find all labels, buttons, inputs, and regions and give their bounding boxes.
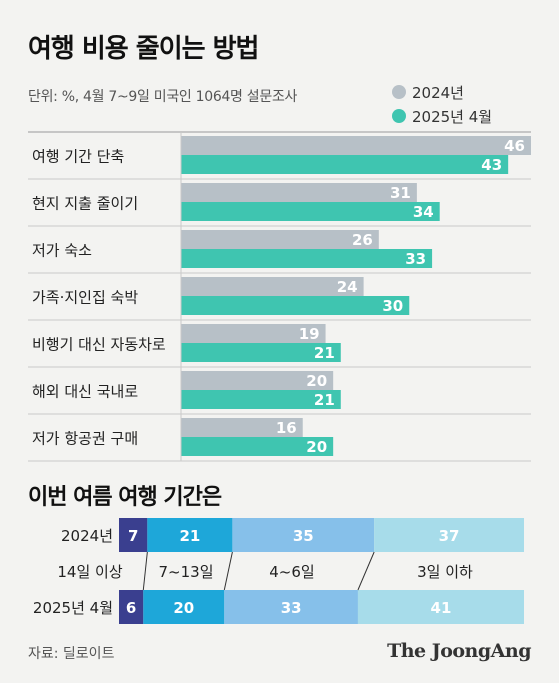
bar-value-label: 26 <box>352 231 373 249</box>
row-label: 2024년 <box>61 527 113 545</box>
segment-value-label: 20 <box>173 599 194 617</box>
bar-2025 <box>181 296 410 315</box>
bar-2025 <box>181 343 341 362</box>
bar-value-label: 46 <box>504 137 525 155</box>
legend-label-2024: 2024년 <box>412 83 464 102</box>
duration-category-label: 3일 이하 <box>417 563 473 581</box>
legend: 2024년 2025년 4월 <box>392 80 492 128</box>
legend-swatch-2024 <box>392 85 406 99</box>
stack-segment <box>374 518 524 552</box>
bar-value-label: 30 <box>382 297 403 315</box>
segment-value-label: 33 <box>281 599 302 617</box>
category-label: 저가 숙소 <box>32 242 92 260</box>
category-label: 여행 기간 단축 <box>32 148 124 166</box>
bar-value-label: 16 <box>276 419 297 437</box>
stack-segment <box>357 590 524 624</box>
bar-value-label: 43 <box>481 156 502 174</box>
duration-category-label: 14일 이상 <box>57 563 122 581</box>
segment-value-label: 35 <box>293 527 314 545</box>
stack-segment <box>119 590 144 624</box>
bar-2025 <box>181 202 440 221</box>
bar-value-label: 33 <box>405 250 426 268</box>
bar-2025 <box>181 437 334 456</box>
bar-2025 <box>181 249 433 268</box>
stack-segment <box>224 590 358 624</box>
bar-2024 <box>181 277 364 296</box>
row-label: 2025년 4월 <box>33 599 113 617</box>
category-label: 현지 지출 줄이기 <box>32 195 138 213</box>
bar-value-label: 21 <box>314 344 335 362</box>
bar-2024 <box>181 230 379 249</box>
bar-2025 <box>181 155 509 174</box>
brand-logo: The JoongAng <box>387 640 531 662</box>
stack-segment <box>232 518 375 552</box>
chart-subtitle: 단위: %, 4월 7~9일 미국인 1064명 설문조사 <box>28 89 298 105</box>
duration-category-label: 4~6일 <box>269 563 314 581</box>
stack-segment <box>119 518 148 552</box>
source-note: 자료: 딜로이트 <box>28 646 115 662</box>
bar-value-label: 20 <box>306 438 327 456</box>
bar-2024 <box>181 136 531 155</box>
category-label: 저가 항공권 구매 <box>32 430 138 448</box>
bar-2025 <box>181 390 341 409</box>
connector-line <box>223 551 233 591</box>
bar-value-label: 31 <box>390 184 411 202</box>
segment-value-label: 6 <box>126 599 136 617</box>
bar-2024 <box>181 183 417 202</box>
connector-line <box>142 551 148 591</box>
stack-segment <box>143 590 225 624</box>
legend-label-2025: 2025년 4월 <box>412 107 493 126</box>
segment-value-label: 7 <box>128 527 138 545</box>
bar-2024 <box>181 324 326 343</box>
bar-value-label: 24 <box>337 278 358 296</box>
segment-value-label: 21 <box>179 527 200 545</box>
segment-value-label: 41 <box>431 599 452 617</box>
section-title-trip-length: 이번 여름 여행 기간은 <box>28 485 222 510</box>
connector-line <box>357 551 375 591</box>
legend-swatch-2025 <box>392 109 406 123</box>
segment-value-label: 37 <box>439 527 460 545</box>
bar-value-label: 19 <box>299 325 320 343</box>
category-label: 해외 대신 국내로 <box>32 383 138 401</box>
bar-2024 <box>181 371 334 390</box>
bar-value-label: 34 <box>413 203 434 221</box>
category-label: 가족·지인집 숙박 <box>32 289 138 307</box>
bar-2024 <box>181 418 303 437</box>
category-label: 비행기 대신 자동차로 <box>32 336 166 354</box>
page-title: 여행 비용 줄이는 방법 <box>28 34 259 64</box>
duration-category-label: 7~13일 <box>159 563 214 581</box>
bar-value-label: 20 <box>306 372 327 390</box>
legend-item-2025: 2025년 4월 <box>392 104 492 128</box>
bar-value-label: 21 <box>314 391 335 409</box>
legend-item-2024: 2024년 <box>392 80 492 104</box>
stack-segment <box>147 518 233 552</box>
